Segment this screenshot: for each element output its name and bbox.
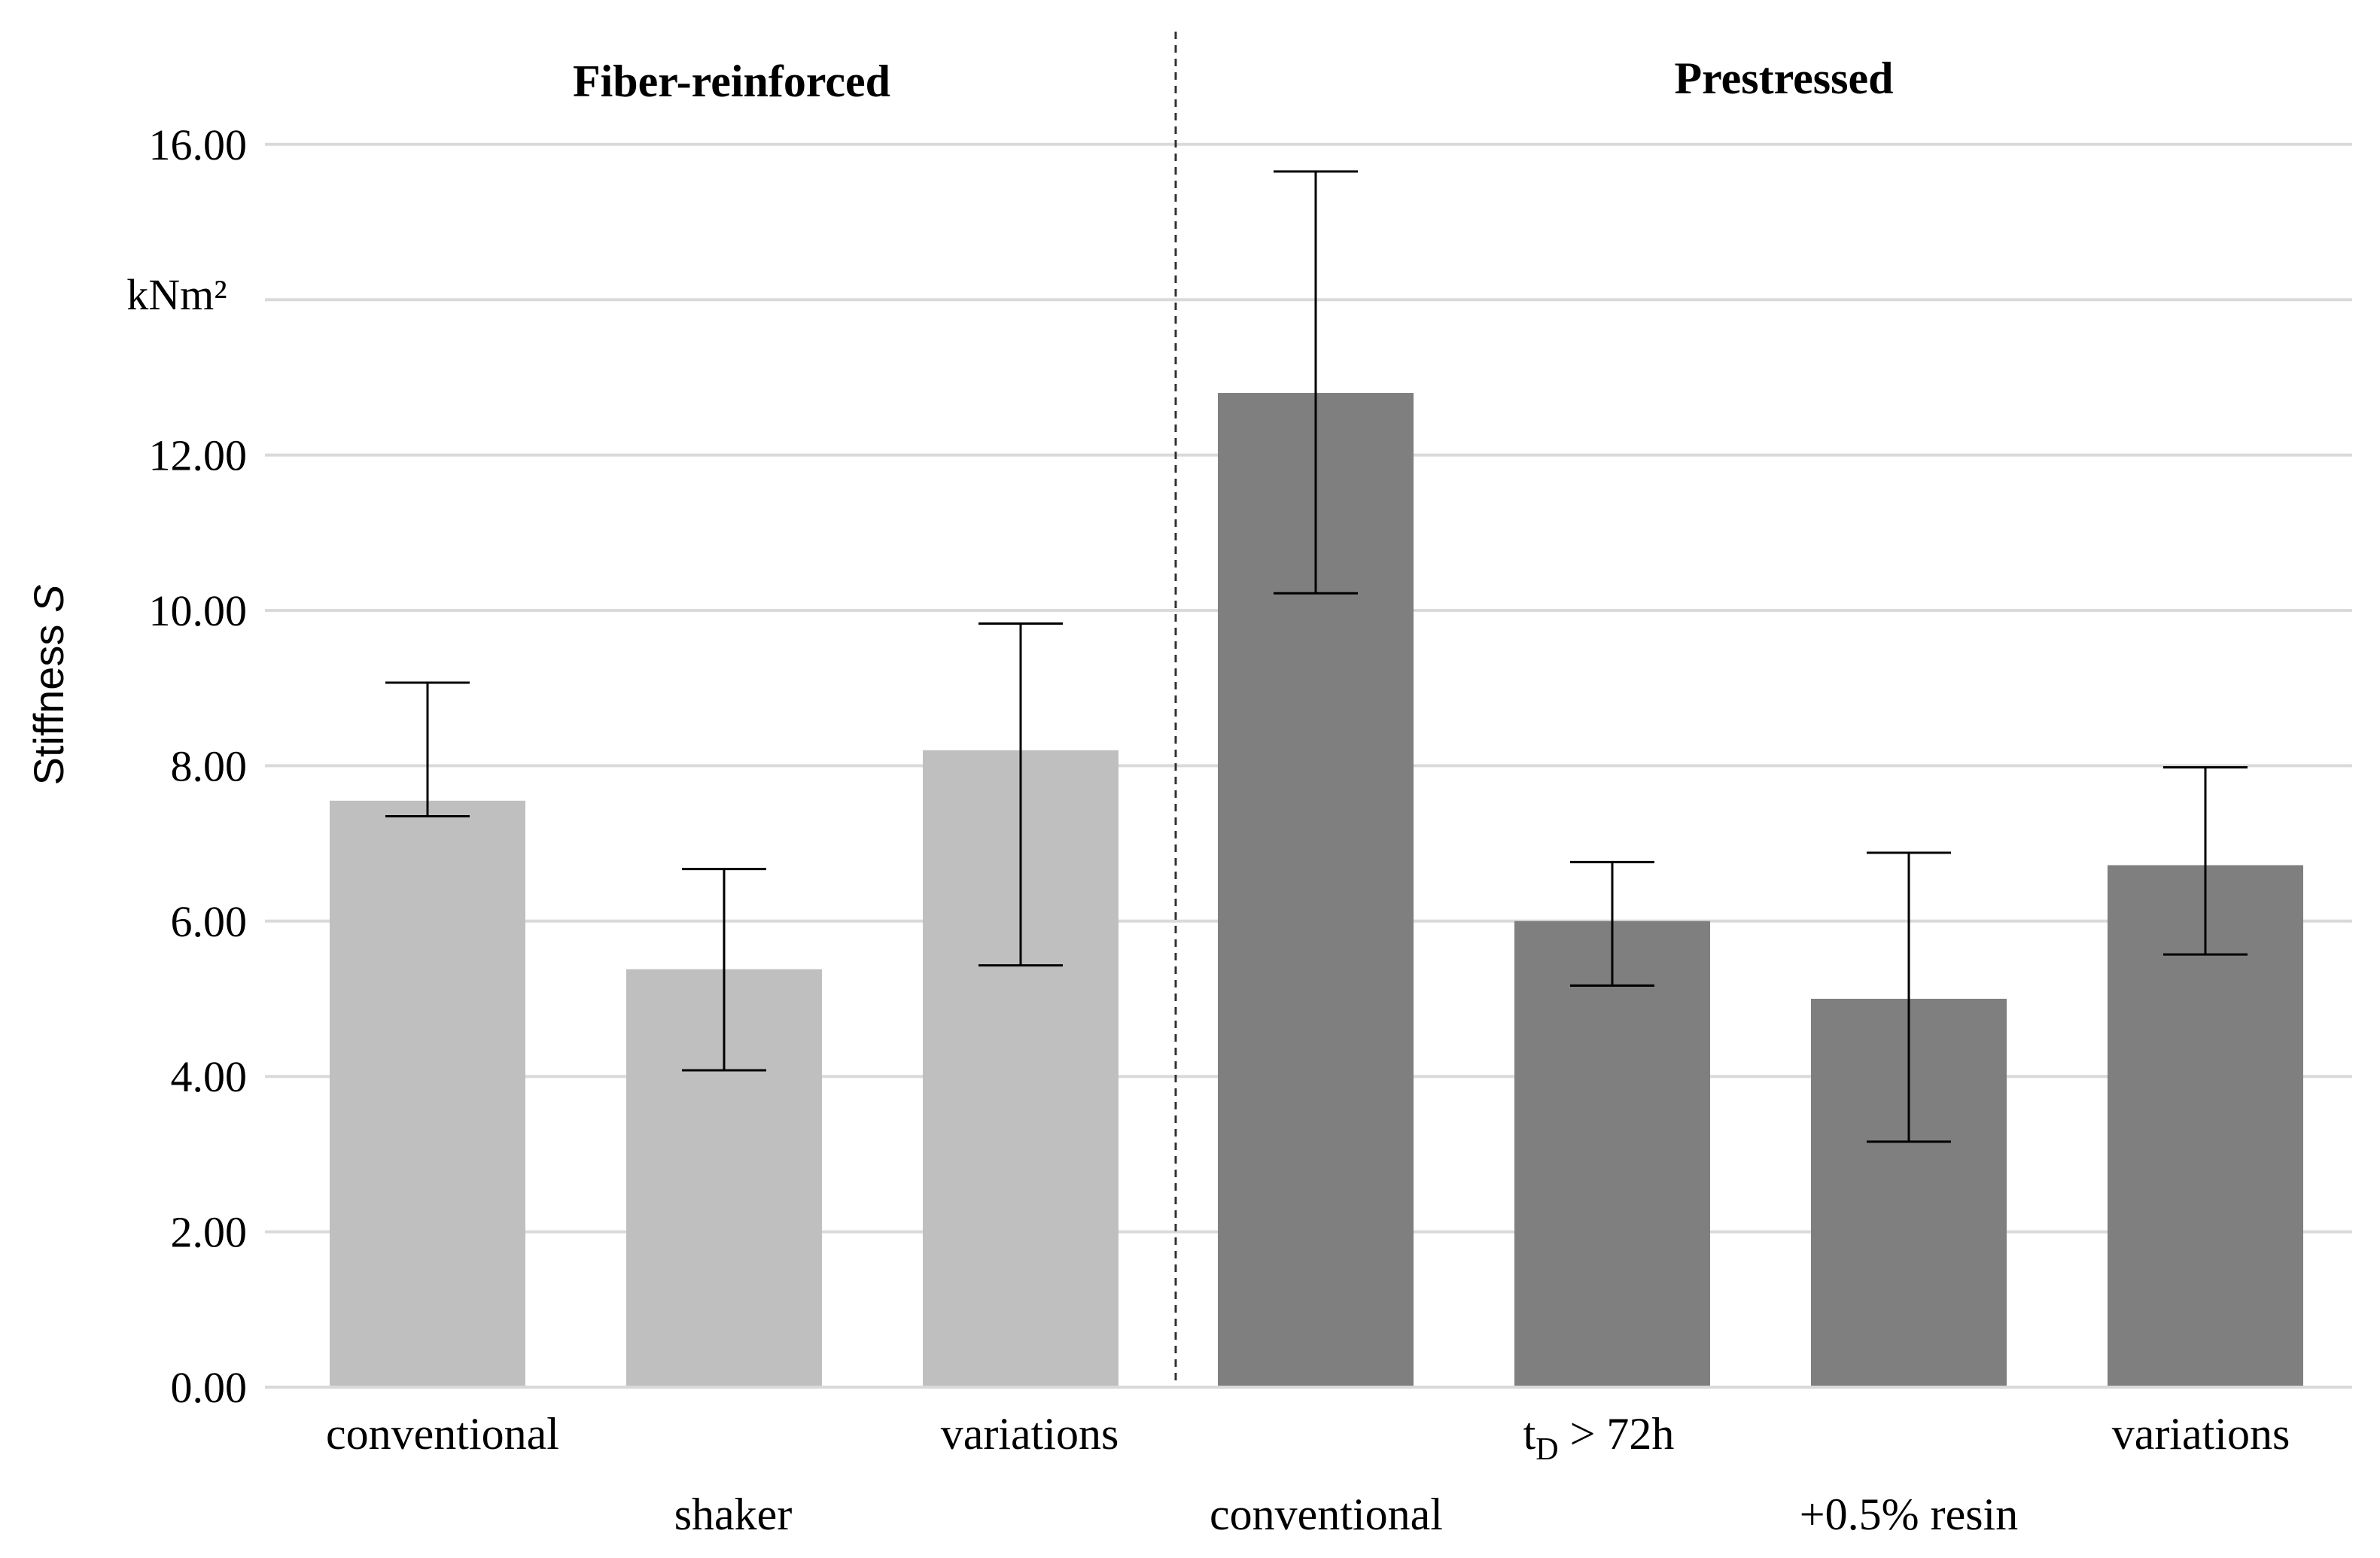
- y-axis-title: Stiffness S: [25, 585, 72, 786]
- y-tick-label: 0.00: [171, 1363, 248, 1412]
- error-bars: [385, 170, 2248, 1143]
- unit-label: kNm²: [126, 270, 227, 319]
- x-tick-label: tD > 72h: [1523, 1409, 1675, 1467]
- group-title-prestressed: Prestressed: [1674, 53, 1893, 103]
- bar: [330, 800, 525, 1387]
- y-tick-label: 6.00: [171, 897, 248, 946]
- bar: [1514, 920, 1710, 1387]
- x-tick-label: +0.5% resin: [1800, 1490, 2018, 1539]
- y-tick-label: 12.00: [149, 431, 248, 480]
- y-tick-labels: 0.00 2.00 4.00 6.00 8.00 10.00 12.00 16.00: [149, 120, 248, 1412]
- y-tick-label: 10.00: [149, 586, 248, 635]
- x-tick-label: conventional: [1210, 1490, 1443, 1539]
- x-tick-label: variations: [941, 1409, 1119, 1459]
- x-tick-label: shaker: [674, 1490, 793, 1539]
- group-title-fiber-reinforced: Fiber-reinforced: [573, 56, 890, 106]
- y-tick-label: 2.00: [171, 1208, 248, 1257]
- y-tick-label: 4.00: [171, 1052, 248, 1101]
- y-tick-label: 16.00: [149, 120, 248, 169]
- x-tick-label: conventional: [326, 1409, 559, 1459]
- x-tick-label: variations: [2112, 1409, 2290, 1459]
- bars: [330, 393, 2303, 1387]
- y-tick-label: 8.00: [171, 741, 248, 790]
- x-tick-labels: conventional shaker variations conventional…: [326, 1409, 2290, 1539]
